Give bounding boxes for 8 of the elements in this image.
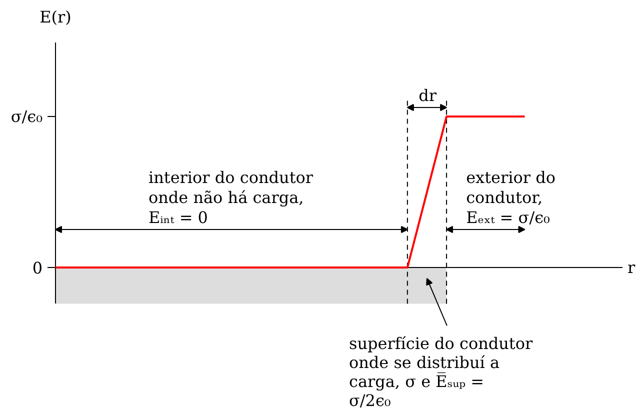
text: superfície do condutor onde se distribuí a carga, σ e E̅ₛᵤₚ = σ/2ϵ₀: [348, 334, 533, 410]
annotation: exterior do condutor, Eₑₓₜ = σ/ϵ₀: [466, 168, 556, 227]
annotation: σ/ϵ₀: [10, 107, 42, 126]
annotation: interior do condutor onde não há carga, Eᵢₙₜ = 0: [148, 168, 314, 227]
text: E(r): [40, 8, 72, 26]
text: r: [628, 258, 636, 277]
annotation: 0: [32, 258, 43, 278]
text: dr: [418, 86, 437, 105]
